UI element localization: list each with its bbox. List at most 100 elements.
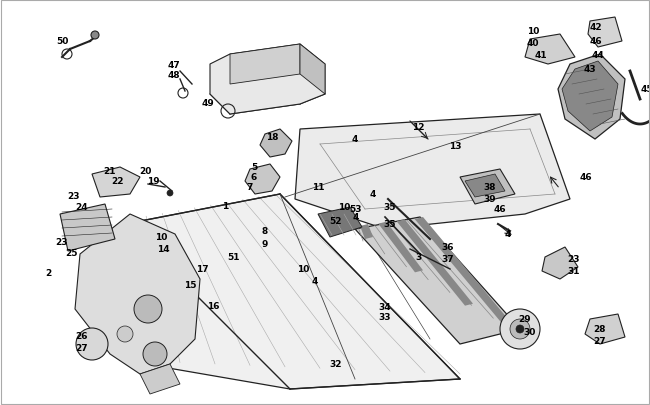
Text: 23: 23	[68, 192, 80, 201]
Text: 4: 4	[312, 277, 318, 286]
Text: 43: 43	[584, 65, 596, 74]
Text: 28: 28	[593, 325, 606, 334]
Text: 46: 46	[580, 173, 592, 182]
Text: 3: 3	[415, 253, 421, 262]
Text: 4: 4	[353, 213, 359, 222]
Polygon shape	[525, 35, 575, 65]
Text: 46: 46	[494, 205, 506, 214]
Circle shape	[510, 319, 530, 339]
Polygon shape	[125, 194, 460, 389]
Text: 46: 46	[590, 37, 603, 47]
Text: 11: 11	[312, 183, 324, 192]
Polygon shape	[378, 222, 423, 273]
Polygon shape	[230, 45, 300, 85]
Polygon shape	[295, 115, 570, 230]
Text: 36: 36	[442, 243, 454, 252]
Text: 24: 24	[75, 203, 88, 212]
Text: 2: 2	[45, 269, 51, 278]
Text: 4: 4	[352, 135, 358, 144]
Text: 4: 4	[505, 230, 511, 239]
Polygon shape	[360, 224, 373, 239]
Text: 22: 22	[112, 177, 124, 186]
Text: 5: 5	[251, 163, 257, 172]
Text: 14: 14	[157, 245, 169, 254]
Circle shape	[516, 325, 524, 333]
Text: 41: 41	[535, 50, 547, 60]
Text: 26: 26	[76, 332, 88, 341]
Polygon shape	[300, 45, 325, 95]
Polygon shape	[396, 220, 473, 306]
Text: 17: 17	[196, 265, 208, 274]
Text: 10: 10	[297, 265, 309, 274]
Text: 18: 18	[266, 133, 278, 142]
Text: 48: 48	[168, 71, 180, 80]
Text: 16: 16	[207, 302, 219, 311]
Text: 29: 29	[519, 315, 531, 324]
Text: 23: 23	[567, 255, 580, 264]
Circle shape	[76, 328, 108, 360]
Text: 45: 45	[641, 85, 650, 94]
Polygon shape	[562, 62, 618, 132]
Polygon shape	[260, 130, 292, 158]
Text: 1: 1	[222, 202, 228, 211]
Text: 27: 27	[75, 344, 88, 353]
Text: 21: 21	[104, 167, 116, 176]
Text: 27: 27	[593, 337, 606, 345]
Text: 8: 8	[262, 227, 268, 236]
Text: 40: 40	[526, 38, 539, 47]
Text: 6: 6	[251, 173, 257, 182]
Text: 9: 9	[262, 240, 268, 249]
Text: 10: 10	[526, 28, 539, 36]
Text: 35: 35	[384, 220, 396, 229]
Circle shape	[117, 326, 133, 342]
Text: 52: 52	[329, 217, 341, 226]
Text: 47: 47	[168, 60, 181, 69]
Text: 4: 4	[370, 190, 376, 199]
Text: 15: 15	[184, 281, 196, 290]
Text: 34: 34	[379, 303, 391, 312]
Polygon shape	[92, 168, 140, 198]
Text: 25: 25	[66, 249, 78, 258]
Text: 39: 39	[484, 195, 497, 204]
Text: 10: 10	[338, 203, 350, 212]
Polygon shape	[415, 217, 523, 339]
Circle shape	[134, 295, 162, 323]
Text: 42: 42	[590, 23, 603, 32]
Text: 35: 35	[384, 203, 396, 212]
Text: 49: 49	[202, 98, 214, 107]
Text: 44: 44	[592, 50, 604, 60]
Polygon shape	[542, 247, 578, 279]
Text: 23: 23	[56, 238, 68, 247]
Text: 10: 10	[155, 233, 167, 242]
Polygon shape	[460, 170, 515, 205]
Text: 53: 53	[349, 205, 361, 214]
Text: 31: 31	[567, 267, 580, 276]
Polygon shape	[585, 314, 625, 344]
Circle shape	[91, 32, 99, 40]
Polygon shape	[245, 164, 280, 194]
Circle shape	[167, 190, 173, 196]
Text: 20: 20	[139, 167, 151, 176]
Polygon shape	[558, 55, 625, 140]
Text: 50: 50	[56, 37, 68, 47]
Text: 51: 51	[227, 253, 239, 262]
Polygon shape	[75, 215, 200, 374]
Text: 32: 32	[330, 360, 343, 369]
Polygon shape	[355, 217, 520, 344]
Polygon shape	[465, 175, 505, 198]
Text: 12: 12	[411, 123, 424, 132]
Text: 33: 33	[379, 313, 391, 322]
Text: 13: 13	[448, 142, 461, 151]
Polygon shape	[318, 207, 362, 237]
Text: 37: 37	[442, 255, 454, 264]
Circle shape	[143, 342, 167, 366]
Polygon shape	[588, 18, 622, 48]
Polygon shape	[210, 45, 325, 115]
Text: 30: 30	[524, 328, 536, 337]
Text: 7: 7	[247, 183, 254, 192]
Text: 19: 19	[147, 177, 159, 186]
Polygon shape	[60, 205, 115, 252]
Circle shape	[500, 309, 540, 349]
Polygon shape	[140, 364, 180, 394]
Text: 38: 38	[484, 183, 496, 192]
